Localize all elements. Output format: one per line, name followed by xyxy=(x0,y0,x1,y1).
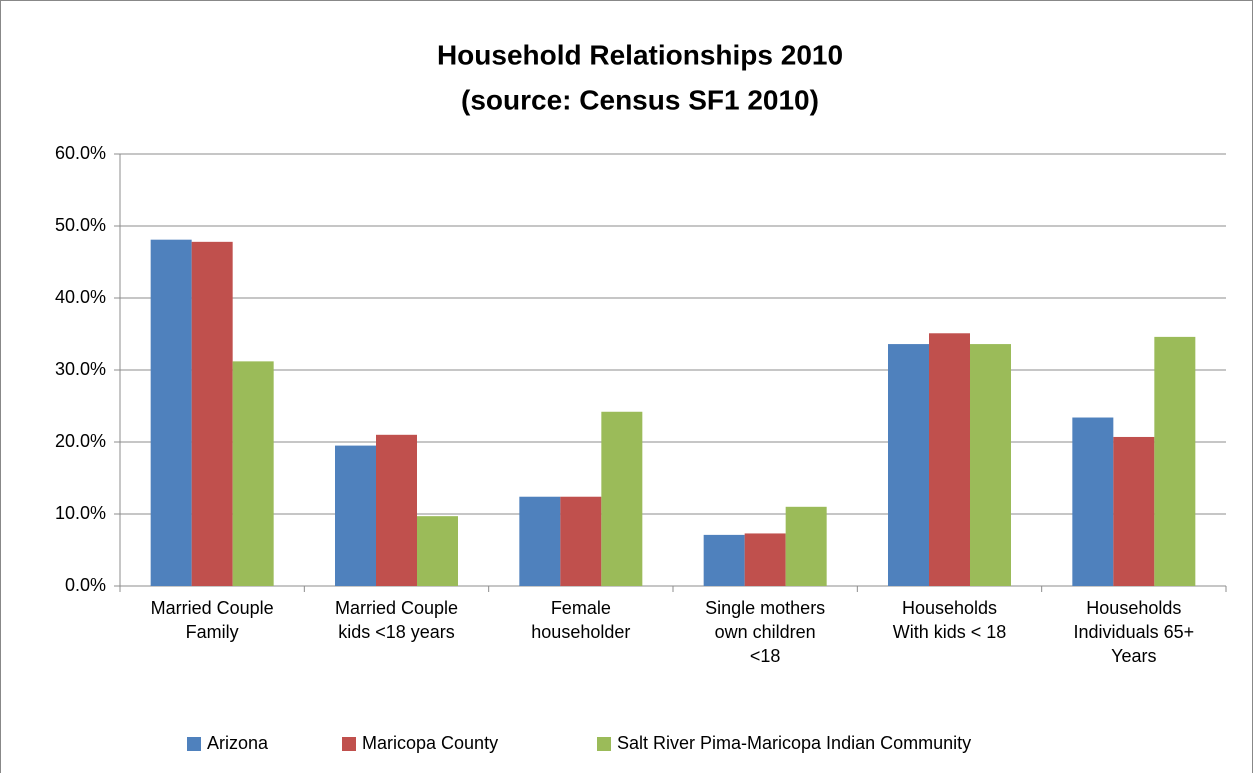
chart-title: Household Relationships 2010 xyxy=(437,39,843,70)
bar xyxy=(1072,417,1114,586)
bar xyxy=(191,241,233,586)
bar xyxy=(232,361,274,586)
bar xyxy=(1113,436,1155,586)
y-tick-label: 20.0% xyxy=(55,431,106,451)
bar xyxy=(703,534,745,586)
bar xyxy=(970,344,1011,586)
y-tick-label: 60.0% xyxy=(55,143,106,163)
x-tick-label: Married Couple Family xyxy=(150,598,274,642)
legend-swatch xyxy=(342,737,356,751)
legend-swatch xyxy=(597,737,611,751)
y-tick-label: 50.0% xyxy=(55,215,106,235)
bar xyxy=(335,445,376,586)
legend-swatch xyxy=(187,737,201,751)
bar xyxy=(1154,336,1196,586)
x-tick-label: Female householder xyxy=(531,598,631,642)
bar xyxy=(519,496,561,586)
y-tick-label: 30.0% xyxy=(55,359,106,379)
bar xyxy=(744,533,786,586)
legend-label: Arizona xyxy=(207,733,269,753)
bar xyxy=(376,434,417,586)
x-tick-label: Married Couple kids <18 years xyxy=(334,598,459,642)
x-tick-label: Households With kids < 18 xyxy=(892,598,1007,642)
bar xyxy=(417,516,458,586)
y-tick-label: 0.0% xyxy=(65,575,106,595)
bar xyxy=(150,239,192,586)
y-tick-label: 10.0% xyxy=(55,503,106,523)
x-tick-label: Single mothers own children <18 xyxy=(705,598,826,666)
bar xyxy=(888,344,929,586)
legend-label: Maricopa County xyxy=(362,733,498,753)
x-tick-label: Households Individuals 65+ Years xyxy=(1073,598,1195,666)
bar xyxy=(560,496,602,586)
bar xyxy=(601,411,643,586)
legend-label: Salt River Pima-Maricopa Indian Communit… xyxy=(617,733,971,753)
bar xyxy=(929,333,970,586)
bar xyxy=(785,506,827,586)
chart-subtitle: (source: Census SF1 2010) xyxy=(461,84,819,115)
y-tick-label: 40.0% xyxy=(55,287,106,307)
